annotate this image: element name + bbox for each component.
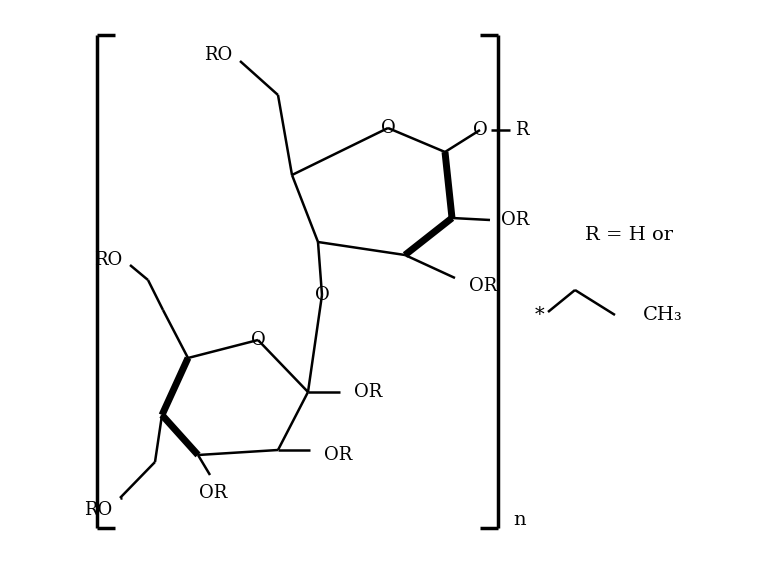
Text: n: n xyxy=(514,511,527,529)
Text: CH₃: CH₃ xyxy=(643,306,683,324)
Text: O: O xyxy=(380,119,395,137)
Text: OR: OR xyxy=(500,211,529,229)
Text: OR: OR xyxy=(199,484,227,502)
Text: O: O xyxy=(315,286,330,304)
Text: R: R xyxy=(515,121,529,139)
Text: O: O xyxy=(473,121,487,139)
Text: R = H or: R = H or xyxy=(585,226,673,244)
Text: RO: RO xyxy=(94,251,122,269)
Text: RO: RO xyxy=(204,46,232,64)
Text: OR: OR xyxy=(324,446,352,464)
Text: O: O xyxy=(250,331,266,349)
Text: OR: OR xyxy=(354,383,382,401)
Text: *: * xyxy=(535,306,545,324)
Text: RO: RO xyxy=(84,501,112,519)
Text: OR: OR xyxy=(469,277,497,295)
